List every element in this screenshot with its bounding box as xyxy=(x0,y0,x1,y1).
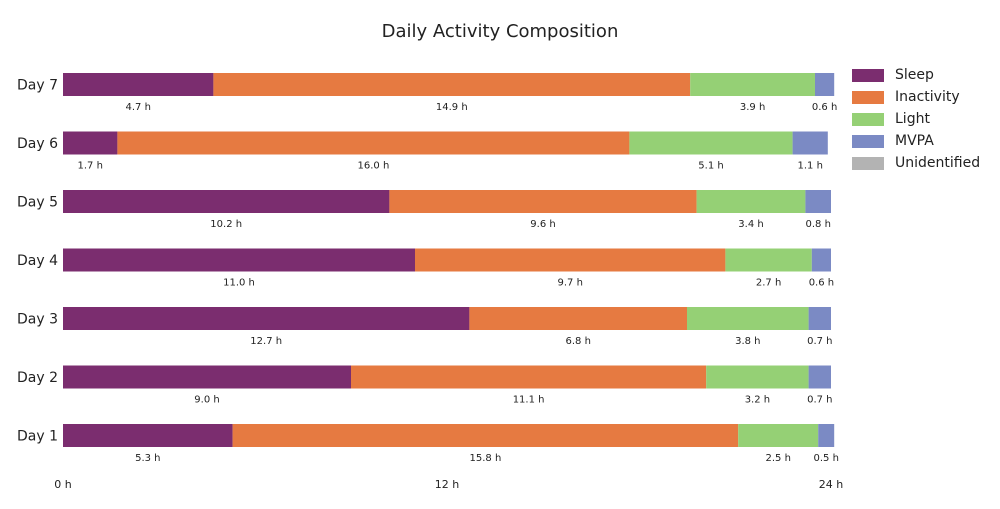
bar-segment-inactivity xyxy=(389,190,697,213)
x-tick-label: 24 h xyxy=(819,478,843,491)
bar-segment-mvpa xyxy=(805,190,831,213)
segment-value-label: 3.9 h xyxy=(740,102,765,113)
legend-label: Inactivity xyxy=(895,89,960,105)
segment-value-label: 1.1 h xyxy=(797,161,822,172)
legend-item-inactivity: Inactivity xyxy=(852,86,980,108)
category-label: Day 1 xyxy=(17,429,58,445)
category-label: Day 6 xyxy=(17,136,58,152)
bar-segment-inactivity xyxy=(232,424,739,447)
bar-segment-light xyxy=(706,365,809,389)
bar-segment-inactivity xyxy=(117,131,630,155)
bar-segment-sleep xyxy=(63,307,470,330)
legend-label: Unidentified xyxy=(895,155,981,171)
legend-label: MVPA xyxy=(895,133,934,149)
segment-value-label: 16.0 h xyxy=(358,161,390,172)
segment-value-label: 14.9 h xyxy=(436,102,468,113)
bar-segment-mvpa xyxy=(808,307,831,330)
bar-segment-mvpa xyxy=(808,365,831,389)
bar-segment-light xyxy=(738,424,819,447)
category-label: Day 3 xyxy=(17,312,58,328)
segment-value-label: 15.8 h xyxy=(470,453,502,464)
legend-swatch xyxy=(852,134,884,148)
category-label: Day 2 xyxy=(17,370,58,386)
legend-item-light: Light xyxy=(852,108,980,130)
segment-value-label: 0.6 h xyxy=(809,278,834,289)
segment-value-label: 2.7 h xyxy=(756,278,781,289)
segment-value-label: 5.3 h xyxy=(135,453,160,464)
segment-value-label: 6.8 h xyxy=(565,336,590,347)
category-label: Day 5 xyxy=(17,195,58,211)
bar-segment-sleep xyxy=(63,190,390,213)
bar-segment-light xyxy=(696,190,806,213)
bar-segment-sleep xyxy=(63,424,233,447)
legend-item-sleep: Sleep xyxy=(852,64,980,86)
bar-segment-inactivity xyxy=(469,307,687,330)
segment-value-label: 2.5 h xyxy=(765,453,790,464)
bar-segment-light xyxy=(725,248,812,272)
segment-value-label: 11.0 h xyxy=(223,278,255,289)
bar-segment-sleep xyxy=(63,248,415,272)
segment-value-label: 0.7 h xyxy=(807,336,832,347)
bar-segment-sleep xyxy=(63,131,118,155)
segment-value-label: 0.7 h xyxy=(807,395,832,406)
legend-swatch xyxy=(852,90,884,104)
bar-segment-mvpa xyxy=(811,248,831,272)
segment-value-label: 3.4 h xyxy=(738,219,763,230)
legend-item-mvpa: MVPA xyxy=(852,130,980,152)
segment-value-label: 3.8 h xyxy=(735,336,760,347)
bar-segment-light xyxy=(690,73,815,96)
segment-value-label: 10.2 h xyxy=(210,219,242,230)
legend-swatch xyxy=(852,156,884,170)
segment-value-label: 0.5 h xyxy=(813,453,838,464)
chart-title: Daily Activity Composition xyxy=(381,21,619,42)
category-label: Day 4 xyxy=(17,253,58,269)
bar-segment-sleep xyxy=(63,73,214,96)
segment-value-label: 9.0 h xyxy=(194,395,219,406)
bar-segment-inactivity xyxy=(213,73,691,96)
segment-value-label: 11.1 h xyxy=(513,395,545,406)
legend-swatch xyxy=(852,68,884,82)
legend-swatch xyxy=(852,112,884,126)
segment-value-label: 1.7 h xyxy=(77,161,102,172)
x-tick-label: 12 h xyxy=(435,478,459,491)
segment-value-label: 5.1 h xyxy=(698,161,723,172)
segment-value-label: 9.7 h xyxy=(557,278,582,289)
bar-segment-mvpa xyxy=(818,424,835,447)
bar-segment-light xyxy=(687,307,809,330)
bar-segment-inactivity xyxy=(351,365,707,389)
legend-label: Sleep xyxy=(895,67,934,83)
chart-legend: Sleep Inactivity Light MVPA Unidentified xyxy=(852,64,980,174)
segment-value-label: 3.2 h xyxy=(745,395,770,406)
bar-segment-light xyxy=(629,131,793,155)
segment-value-label: 9.6 h xyxy=(530,219,555,230)
x-tick-label: 0 h xyxy=(54,478,71,491)
bar-segment-inactivity xyxy=(415,248,726,272)
category-label: Day 7 xyxy=(17,78,58,94)
legend-label: Light xyxy=(895,111,930,127)
segment-value-label: 0.6 h xyxy=(812,102,837,113)
segment-value-label: 4.7 h xyxy=(125,102,150,113)
legend-item-unidentified: Unidentified xyxy=(852,152,980,174)
bar-segment-mvpa xyxy=(815,73,835,96)
bar-segment-mvpa xyxy=(792,131,828,155)
bar-segment-sleep xyxy=(63,365,351,389)
segment-value-label: 0.8 h xyxy=(805,219,830,230)
segment-value-label: 12.7 h xyxy=(250,336,282,347)
